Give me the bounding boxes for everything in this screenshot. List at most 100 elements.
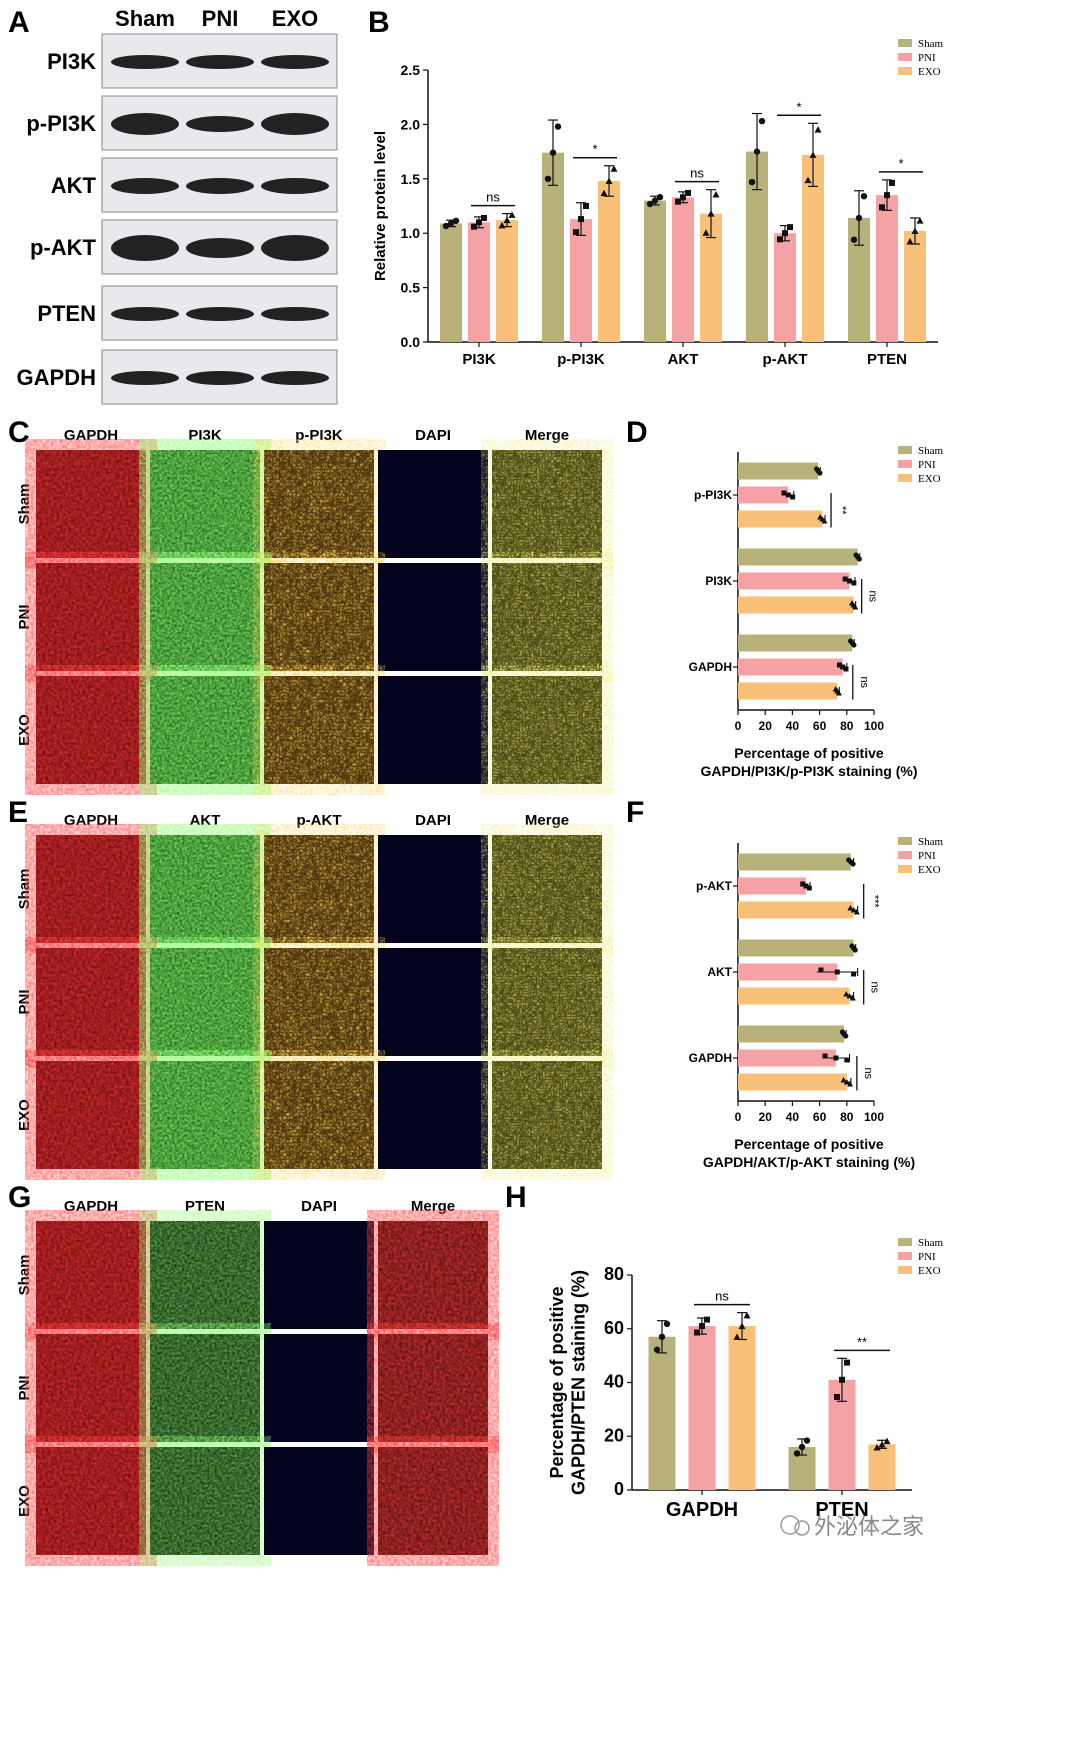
chart-b-relative-protein: 0.0 0.5 1.0 1.5 2.0 2.5 Relative protein level… (372, 38, 944, 368)
legend-label: PNI (918, 52, 936, 64)
data-point (712, 190, 720, 198)
bar (570, 219, 592, 342)
panel-letter-h: H (505, 1181, 527, 1214)
micrograph-texture (492, 450, 602, 558)
bar (738, 572, 850, 590)
significance-label: ns (486, 190, 500, 205)
data-point (906, 237, 914, 245)
bar (876, 195, 898, 342)
data-point (851, 642, 857, 648)
data-point (840, 664, 846, 670)
data-point (583, 203, 589, 209)
blot-band (111, 178, 179, 194)
bar (738, 987, 850, 1005)
micrograph-texture (36, 1061, 146, 1169)
data-point (840, 1077, 847, 1083)
micrograph-texture (36, 948, 146, 1056)
data-point (646, 200, 654, 208)
x-tick-label: AKT (668, 351, 699, 368)
bar (738, 658, 843, 676)
x-tick-label: 60 (813, 719, 827, 733)
micrograph-texture (264, 1061, 374, 1169)
micrograph-texture (36, 1334, 146, 1442)
data-point (699, 1323, 705, 1330)
blot-band (186, 55, 254, 69)
micrograph-texture (378, 1334, 488, 1442)
x-tick-label: GAPDH (666, 1499, 738, 1521)
data-point (656, 193, 664, 201)
data-point (702, 229, 710, 236)
x-tick-label: 100 (864, 1110, 884, 1124)
legend-swatch (898, 460, 912, 468)
data-point (798, 1443, 806, 1451)
y-tick-label: 0.0 (401, 334, 421, 350)
significance-label: ns (858, 676, 870, 688)
y-tick-label: 20 (604, 1425, 624, 1445)
y-tick-label: 0 (614, 1479, 624, 1499)
data-point (685, 189, 691, 196)
micrograph-texture (150, 948, 260, 1056)
chart-h-pten-staining: 0 20 40 60 80 Percentage of positive GAPDH/PTE… (547, 1237, 944, 1521)
data-point (844, 1057, 850, 1063)
data-point (806, 885, 812, 891)
y-tick-label: GAPDH (689, 1051, 732, 1065)
micrograph-texture (150, 450, 260, 558)
bar (774, 233, 796, 342)
blot-band (186, 238, 254, 258)
significance-label: ** (857, 1334, 867, 1349)
bar (468, 222, 490, 342)
data-point (847, 1081, 854, 1087)
data-point (658, 1333, 666, 1341)
micrograph-texture (150, 1447, 260, 1555)
micrograph-column-label: GAPDH (64, 812, 118, 829)
micrograph-texture (378, 1447, 488, 1555)
bar (738, 1073, 847, 1091)
legend-swatch (898, 67, 912, 75)
blot-row-label: GAPDH (17, 365, 96, 390)
blot-band (261, 371, 329, 385)
micrograph-texture (492, 676, 602, 784)
data-point (707, 210, 715, 217)
y-axis-label: Relative protein level (372, 131, 389, 281)
data-point (836, 662, 842, 668)
data-point (833, 1055, 839, 1061)
y-tick-label: 80 (604, 1264, 624, 1284)
x-tick-label: 40 (786, 719, 800, 733)
x-axis-label: Percentage of positive (734, 1136, 884, 1152)
bar (738, 853, 851, 871)
blot-row-label: PTEN (37, 301, 96, 326)
bar (738, 877, 806, 895)
panel-letter-a: A (8, 6, 30, 39)
y-tick-label: 1.5 (401, 171, 421, 187)
data-point (651, 197, 659, 204)
micrograph-texture (264, 1221, 374, 1329)
data-point (884, 192, 890, 199)
micrograph-texture (264, 676, 374, 784)
micrograph-texture (36, 450, 146, 558)
blot-band (261, 307, 329, 321)
chart-f-akt-staining: 0 20 40 60 80 100 Percentage of positive GAPDH/… (689, 836, 944, 1170)
bar (904, 231, 926, 342)
micrograph-texture (150, 835, 260, 943)
bar (738, 682, 838, 700)
micrograph-texture (264, 1447, 374, 1555)
x-tick-label: PTEN (815, 1499, 868, 1521)
data-point (452, 217, 460, 224)
micrograph-column-label: DAPI (415, 427, 451, 444)
x-axis-label: GAPDH/AKT/p-AKT staining (%) (703, 1154, 915, 1170)
bar (848, 217, 870, 342)
bar (598, 180, 620, 342)
y-tick-label: 2.5 (401, 62, 421, 78)
data-point (447, 220, 455, 227)
micrograph-column-label: Merge (411, 1198, 455, 1215)
blot-column-label: PNI (202, 6, 239, 31)
legend-swatch (898, 474, 912, 482)
legend-label: PNI (918, 850, 936, 862)
micrograph-row-label: EXO (16, 1099, 33, 1131)
data-point (843, 666, 849, 672)
data-point (675, 198, 681, 205)
significance-label: ** (836, 506, 848, 515)
micrograph-row-label: EXO (16, 714, 33, 746)
y-tick-label: GAPDH (689, 660, 732, 674)
blot-band (186, 307, 254, 321)
